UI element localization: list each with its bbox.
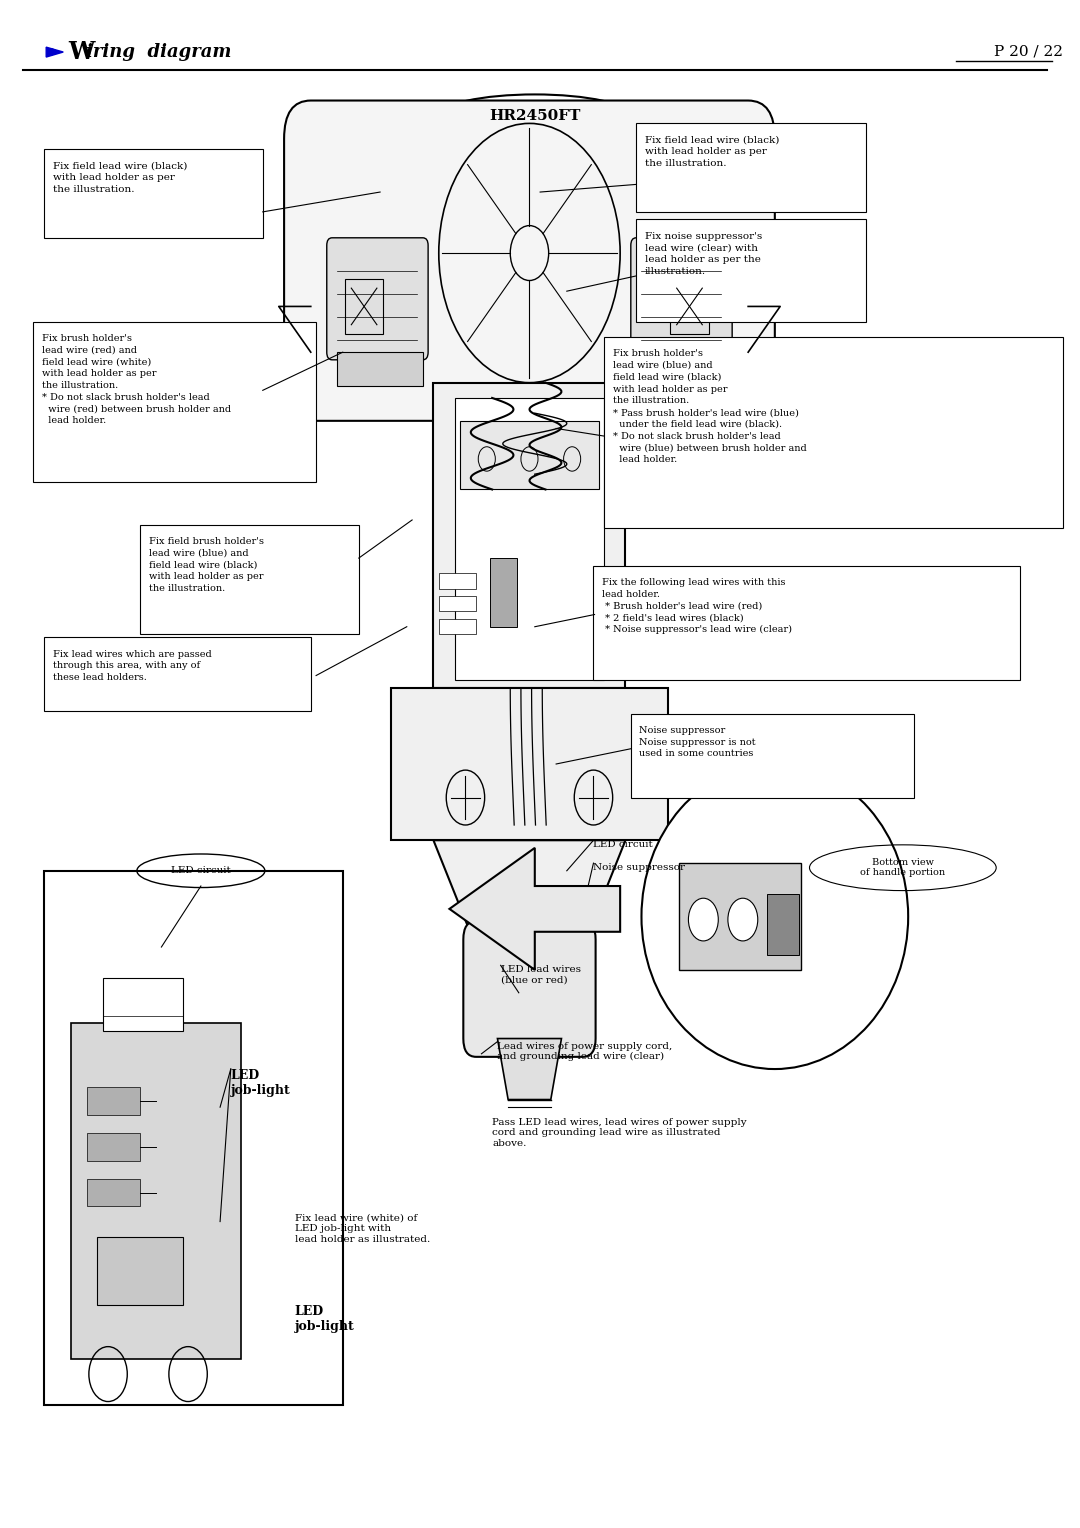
Text: Fix brush holder's
lead wire (red) and
field lead wire (white)
with lead holder : Fix brush holder's lead wire (red) and f…	[42, 335, 231, 425]
FancyBboxPatch shape	[463, 921, 595, 1057]
Bar	[455, 397, 604, 680]
Polygon shape	[433, 840, 625, 947]
Text: LED circuit: LED circuit	[171, 866, 231, 876]
Text: Lead wires of power supply cord,
and grounding lead wire (clear): Lead wires of power supply cord, and gro…	[498, 1042, 673, 1060]
Bar	[433, 382, 625, 688]
Bar	[86, 1134, 140, 1161]
Text: P 20 / 22: P 20 / 22	[994, 44, 1063, 58]
Circle shape	[728, 898, 758, 941]
Bar	[345, 280, 383, 335]
Text: Fix brush holder's
lead wire (blue) and
field lead wire (black)
with lead holder: Fix brush holder's lead wire (blue) and …	[612, 348, 807, 465]
Bar	[671, 280, 708, 335]
Bar	[337, 351, 422, 385]
Bar	[438, 619, 476, 634]
Text: Fix the following lead wires with this
lead holder.
 * Brush holder's lead wire : Fix the following lead wires with this l…	[602, 578, 792, 634]
Bar	[604, 338, 1063, 527]
Bar	[594, 565, 1021, 680]
Circle shape	[688, 898, 718, 941]
FancyBboxPatch shape	[284, 101, 774, 420]
Bar	[44, 871, 342, 1404]
Text: Noise suppressor
Noise suppressor is not
used in some countries: Noise suppressor Noise suppressor is not…	[639, 726, 756, 758]
Polygon shape	[449, 848, 620, 970]
Bar	[438, 596, 476, 611]
Bar	[140, 524, 359, 634]
Text: LED
job-light: LED job-light	[295, 1305, 354, 1334]
Bar	[391, 688, 669, 840]
Text: HR2450FT: HR2450FT	[489, 108, 580, 122]
Bar	[97, 1236, 183, 1305]
Ellipse shape	[642, 764, 908, 1070]
Bar	[86, 1088, 140, 1115]
Text: LED
job-light: LED job-light	[231, 1070, 291, 1097]
Bar	[490, 558, 516, 626]
Text: Fix field lead wire (black)
with lead holder as per
the illustration.: Fix field lead wire (black) with lead ho…	[645, 136, 779, 168]
Text: LED circuit: LED circuit	[594, 840, 653, 850]
Bar	[636, 124, 865, 212]
Bar	[768, 894, 799, 955]
Text: W: W	[69, 40, 95, 64]
Polygon shape	[498, 1039, 562, 1100]
Bar	[33, 322, 316, 481]
Bar	[679, 863, 801, 970]
Bar	[70, 1024, 242, 1358]
Text: LED lead wires
(blue or red): LED lead wires (blue or red)	[501, 966, 581, 984]
Text: Fix lead wires which are passed
through this area, with any of
these lead holder: Fix lead wires which are passed through …	[53, 649, 212, 681]
Bar	[438, 573, 476, 588]
Bar	[636, 220, 865, 322]
Bar	[86, 1180, 140, 1206]
Bar	[44, 637, 311, 711]
Bar	[631, 714, 914, 798]
Bar	[103, 978, 183, 1031]
Bar	[460, 420, 598, 489]
Text: Bottom view
of handle portion: Bottom view of handle portion	[861, 859, 945, 877]
Text: Fix noise suppressor's
lead wire (clear) with
lead holder as per the
illustratio: Fix noise suppressor's lead wire (clear)…	[645, 232, 761, 277]
Polygon shape	[46, 47, 64, 57]
Bar	[44, 150, 262, 238]
Text: iring  diagram: iring diagram	[85, 43, 231, 61]
Text: Noise suppressor: Noise suppressor	[594, 863, 686, 872]
Bar	[636, 351, 721, 385]
Text: Pass LED lead wires, lead wires of power supply
cord and grounding lead wire as : Pass LED lead wires, lead wires of power…	[492, 1118, 746, 1148]
FancyBboxPatch shape	[631, 238, 732, 359]
FancyBboxPatch shape	[327, 238, 428, 359]
Text: Fix lead wire (white) of
LED job-light with
lead holder as illustrated.: Fix lead wire (white) of LED job-light w…	[295, 1213, 430, 1244]
Text: Fix field brush holder's
lead wire (blue) and
field lead wire (black)
with lead : Fix field brush holder's lead wire (blue…	[149, 536, 264, 593]
Text: Fix field lead wire (black)
with lead holder as per
the illustration.: Fix field lead wire (black) with lead ho…	[53, 162, 187, 194]
